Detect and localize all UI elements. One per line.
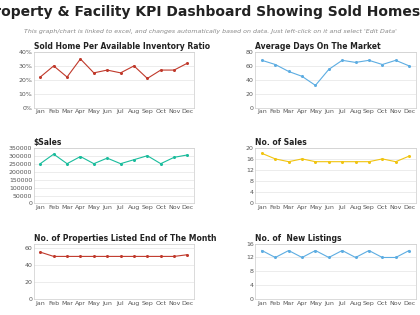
Text: This graph/chart is linked to excel, and changes automatically based on data. Ju: This graph/chart is linked to excel, and… (24, 29, 396, 34)
Text: Sold Home Per Available Inventory Ratio: Sold Home Per Available Inventory Ratio (34, 42, 210, 51)
Text: No. of  New Listings: No. of New Listings (255, 234, 342, 243)
Text: No. of Sales: No. of Sales (255, 138, 307, 147)
Text: $Sales: $Sales (34, 138, 62, 147)
Text: No. of Properties Listed End of The Month: No. of Properties Listed End of The Mont… (34, 234, 216, 243)
Text: Average Days On The Market: Average Days On The Market (255, 42, 381, 51)
Text: Property & Facility KPI Dashboard Showing Sold Homes...: Property & Facility KPI Dashboard Showin… (0, 5, 420, 19)
